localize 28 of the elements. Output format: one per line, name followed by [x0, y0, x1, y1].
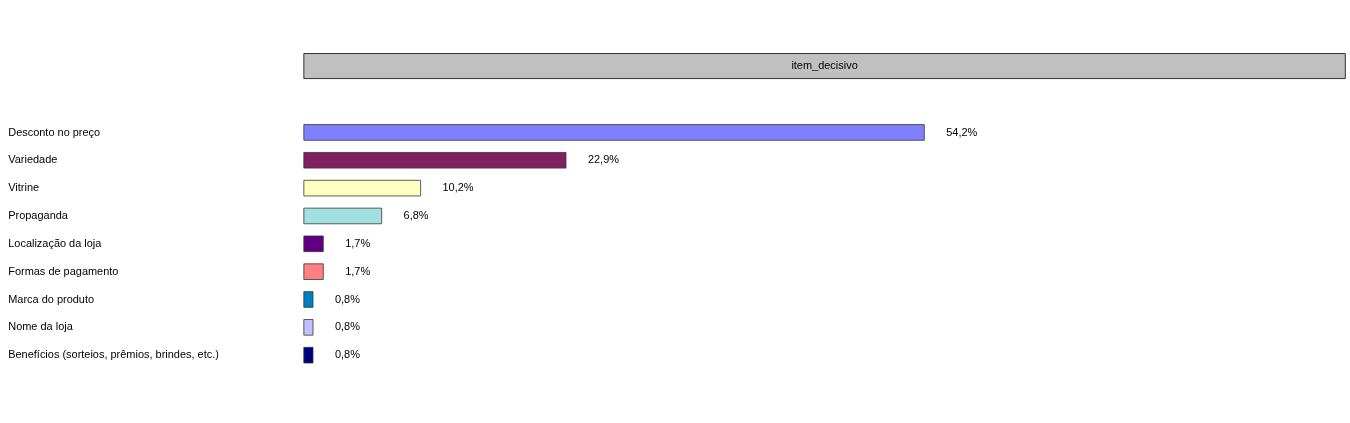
y-tick-label: Formas de pagamento: [8, 264, 119, 277]
y-tick-label: Desconto no preço: [8, 125, 101, 138]
data-label: 22,9%: [587, 153, 620, 166]
y-tick-label: Marca do produto: [8, 292, 95, 305]
bar: [303, 235, 324, 253]
bar: [303, 152, 567, 169]
y-tick-label: Propaganda: [8, 209, 69, 222]
y-tick-label: Benefícios (sorteios, prêmios, brindes, etc.): [8, 348, 219, 361]
data-label: 0,8%: [334, 348, 361, 361]
y-tick-label: Nome da loja: [8, 320, 74, 333]
bar: [303, 263, 324, 280]
y-tick-label: Vitrine: [8, 181, 40, 194]
bar: [303, 319, 314, 336]
bar: [303, 291, 314, 308]
data-label: 6,8%: [403, 209, 429, 222]
data-label: 0,8%: [334, 292, 361, 305]
bar: [303, 124, 925, 141]
y-tick-label: Localização da loja: [8, 236, 103, 249]
bar: [303, 346, 314, 364]
chart-title: item_decisivo: [791, 59, 858, 72]
bar: [303, 179, 421, 197]
bar: [303, 207, 383, 225]
y-tick-label: Variedade: [8, 153, 58, 166]
data-label: 10,2%: [442, 181, 474, 194]
data-label: 1,7%: [345, 264, 371, 277]
data-label: 0,8%: [334, 320, 361, 333]
data-label: 1,7%: [345, 236, 371, 249]
data-label: 54,2%: [946, 125, 978, 138]
